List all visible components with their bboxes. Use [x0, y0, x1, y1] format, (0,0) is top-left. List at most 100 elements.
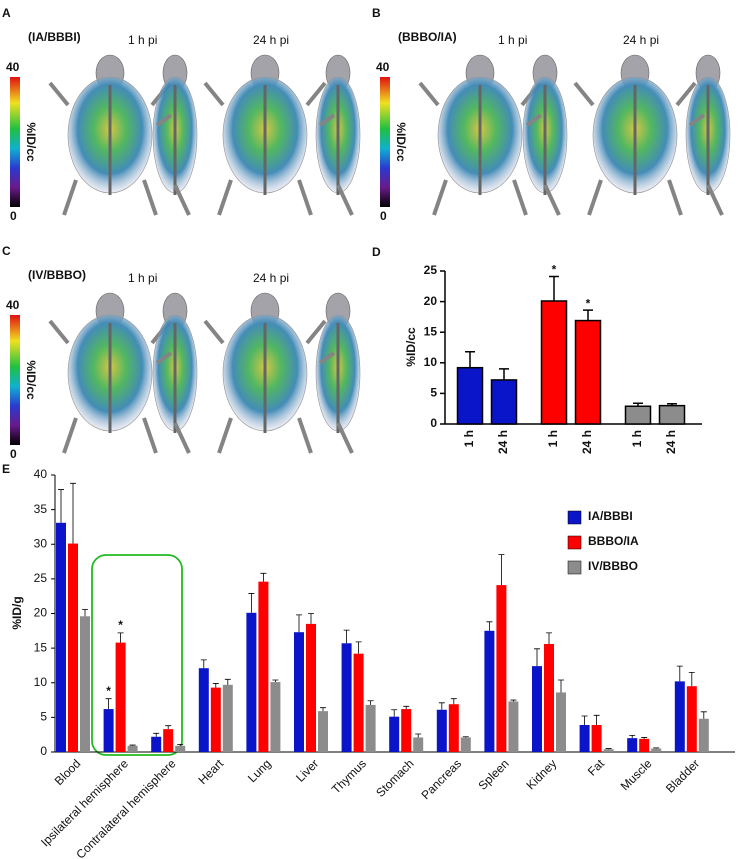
error-bar [581, 715, 588, 725]
x-tick-label: Spleen [475, 756, 511, 792]
error-bar [549, 275, 559, 301]
x-tick-label: Thymus [329, 756, 369, 796]
bar [68, 543, 78, 752]
colorbar-max: 40 [6, 60, 20, 74]
bar [103, 709, 114, 752]
bar [401, 709, 412, 752]
bar [532, 666, 542, 752]
mouse-limbs [155, 351, 191, 454]
bar [198, 668, 209, 752]
x-tick-label: Liver [293, 756, 321, 784]
y-tick-label: 40 [34, 467, 48, 481]
colorbar-max: 40 [6, 298, 20, 312]
error-bar [641, 737, 648, 739]
error-bar [153, 732, 160, 737]
error-bar [296, 614, 302, 633]
error-bar [546, 632, 552, 644]
panel-letter: E [2, 462, 10, 476]
bar [115, 642, 126, 752]
x-tick-label: Muscle [618, 756, 655, 793]
y-tick-label: 30 [34, 536, 48, 550]
error-bar [499, 368, 509, 380]
mouse-image [48, 292, 172, 454]
bar [484, 630, 495, 752]
y-tick-label: 20 [424, 294, 438, 308]
bar [341, 643, 352, 752]
error-bar [450, 698, 457, 705]
error-bar [272, 679, 279, 683]
x-tick-label: Pancreas [418, 756, 464, 802]
error-bar [583, 309, 593, 321]
y-tick-label: 0 [40, 744, 47, 758]
error-bar [355, 641, 362, 654]
error-bar [462, 736, 469, 738]
bar [163, 729, 174, 752]
mouse-image [152, 54, 198, 216]
colorbar [380, 77, 390, 207]
error-bar [593, 714, 600, 725]
y-tick-label: 0 [430, 416, 437, 430]
mouse-image [418, 54, 542, 216]
colorbar-min: 0 [10, 447, 17, 461]
mouse-limbs [155, 113, 191, 216]
mouse-image [573, 54, 697, 216]
x-tick-label: Blood [52, 756, 84, 788]
y-tick-label: 5 [430, 386, 437, 400]
bar [175, 745, 186, 752]
bar [365, 704, 376, 752]
error-bar [224, 678, 231, 685]
mouse-image [685, 54, 731, 216]
mouse-limbs [203, 81, 327, 216]
panel-label: (IA/BBBI) [28, 30, 81, 44]
error-bar [343, 629, 350, 644]
bar [544, 643, 554, 752]
x-tick-label: 24 h [496, 430, 510, 454]
significance-mark: * [118, 618, 123, 632]
x-tick-label: Lung [245, 756, 274, 785]
y-axis-title: %ID/g [10, 596, 24, 629]
x-tick-label: Kidney [524, 756, 560, 792]
legend-swatch [567, 560, 582, 575]
mouse-limbs [688, 113, 724, 216]
error-bar [633, 402, 643, 407]
x-tick-label: 1 h [630, 430, 644, 447]
error-bar [510, 699, 517, 702]
error-bar [320, 707, 326, 712]
error-bar [465, 351, 475, 368]
time-label: 24 h pi [253, 271, 289, 285]
y-axis-title: %ID/cc [404, 327, 418, 367]
error-bar [486, 621, 493, 631]
panel-label: (BBBO/IA) [398, 30, 457, 44]
bar [658, 404, 686, 425]
mouse-image [152, 292, 198, 454]
time-label: 24 h pi [253, 33, 289, 47]
bar [222, 684, 233, 752]
x-tick-label: 1 h [546, 430, 560, 447]
x-tick-label: Ipsilateral hemisphere [38, 756, 131, 849]
x-tick-label: Fat [585, 756, 608, 779]
bar [294, 632, 304, 752]
panel-letter: B [372, 6, 381, 20]
error-bar [653, 747, 660, 749]
error-bar [129, 744, 136, 746]
error-bar [200, 659, 207, 669]
error-bar [438, 702, 445, 710]
y-tick-label: 15 [424, 324, 438, 338]
mouse-image [315, 54, 361, 216]
bar [210, 687, 221, 752]
mouse-limbs [525, 113, 561, 216]
x-tick-label: Heart [196, 756, 227, 787]
error-bar [676, 665, 683, 682]
bar [246, 612, 257, 752]
bar [651, 748, 662, 752]
bar [127, 745, 138, 752]
x-tick-label: 24 h [580, 430, 594, 454]
error-bar [498, 554, 505, 586]
mouse-limbs [318, 351, 354, 454]
bar [496, 585, 507, 752]
error-bar [391, 709, 398, 717]
error-bar [82, 608, 88, 617]
bar [574, 319, 602, 425]
colorbar [10, 77, 20, 207]
mouse-limbs [203, 319, 327, 454]
